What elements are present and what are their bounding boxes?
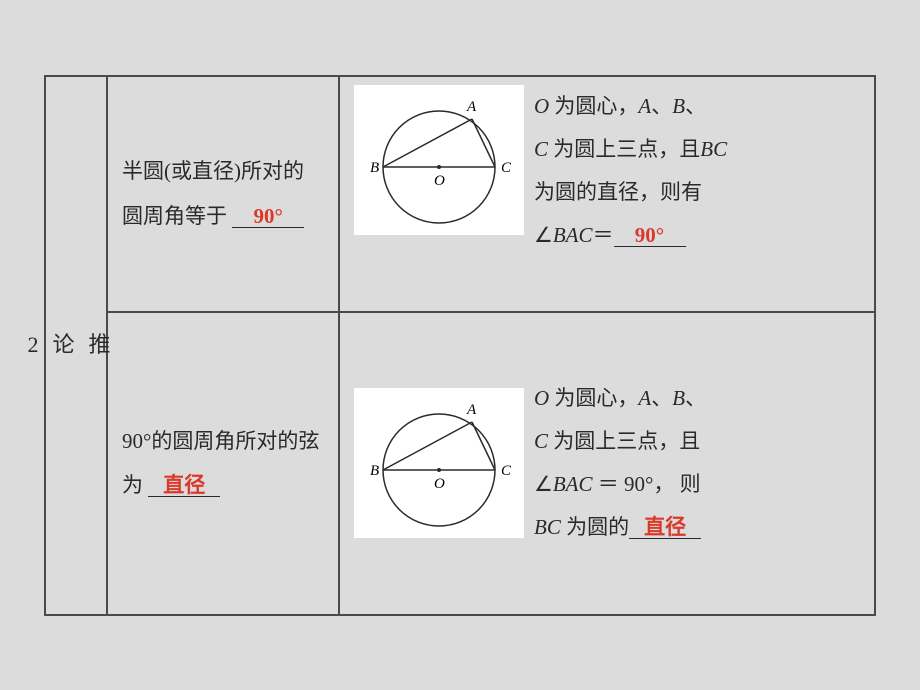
left-label-2: 论	[52, 324, 88, 366]
statement-2-blank: 直径	[148, 475, 220, 497]
diagram-1: A B C O	[354, 85, 524, 235]
left-label-3: 2	[27, 324, 52, 366]
svg-text:O: O	[434, 476, 445, 492]
sym-O: O	[534, 94, 549, 118]
example-1-blank: 90°	[614, 225, 686, 247]
slide-table: 推 论 2 半圆(或直径)所对的圆周角等于 90°	[44, 75, 876, 616]
content-rows: 半圆(或直径)所对的圆周角等于 90° A B C O	[108, 77, 874, 614]
statement-1-blank: 90°	[232, 206, 304, 228]
svg-text:B: B	[370, 463, 379, 479]
example-cell-1: A B C O O 为圆心，A、B、 C 为圆上三点，且BC 为圆的直径，则有	[340, 77, 874, 311]
svg-text:O: O	[434, 173, 445, 189]
svg-text:C: C	[501, 463, 512, 479]
svg-text:B: B	[370, 160, 379, 176]
sym-O: O	[534, 386, 549, 410]
circle-diagram-icon: A B C O	[354, 85, 524, 235]
svg-text:A: A	[466, 402, 477, 418]
example-1-text: O 为圆心，A、B、 C 为圆上三点，且BC 为圆的直径，则有 ∠BAC＝90°	[534, 85, 727, 257]
diagram-2: A B C O	[354, 388, 524, 538]
statement-cell-2: 90°的圆周角所对的弦为 直径	[108, 313, 340, 614]
svg-text:C: C	[501, 160, 512, 176]
circle-diagram-icon: A B C O	[354, 388, 524, 538]
svg-text:A: A	[466, 99, 477, 115]
example-2-text: O 为圆心，A、B、 C 为圆上三点，且 ∠BAC ＝ 90°， 则 BC 为圆…	[534, 377, 706, 549]
example-2-blank: 直径	[629, 517, 701, 539]
example-cell-2: A B C O O 为圆心，A、B、 C 为圆上三点，且 ∠BAC ＝ 90°，…	[340, 313, 874, 614]
table-row: 90°的圆周角所对的弦为 直径 A B C O	[108, 313, 874, 614]
row-header-corollary-2: 推 论 2	[46, 77, 108, 614]
statement-cell-1: 半圆(或直径)所对的圆周角等于 90°	[108, 77, 340, 311]
table-row: 半圆(或直径)所对的圆周角等于 90° A B C O	[108, 77, 874, 313]
